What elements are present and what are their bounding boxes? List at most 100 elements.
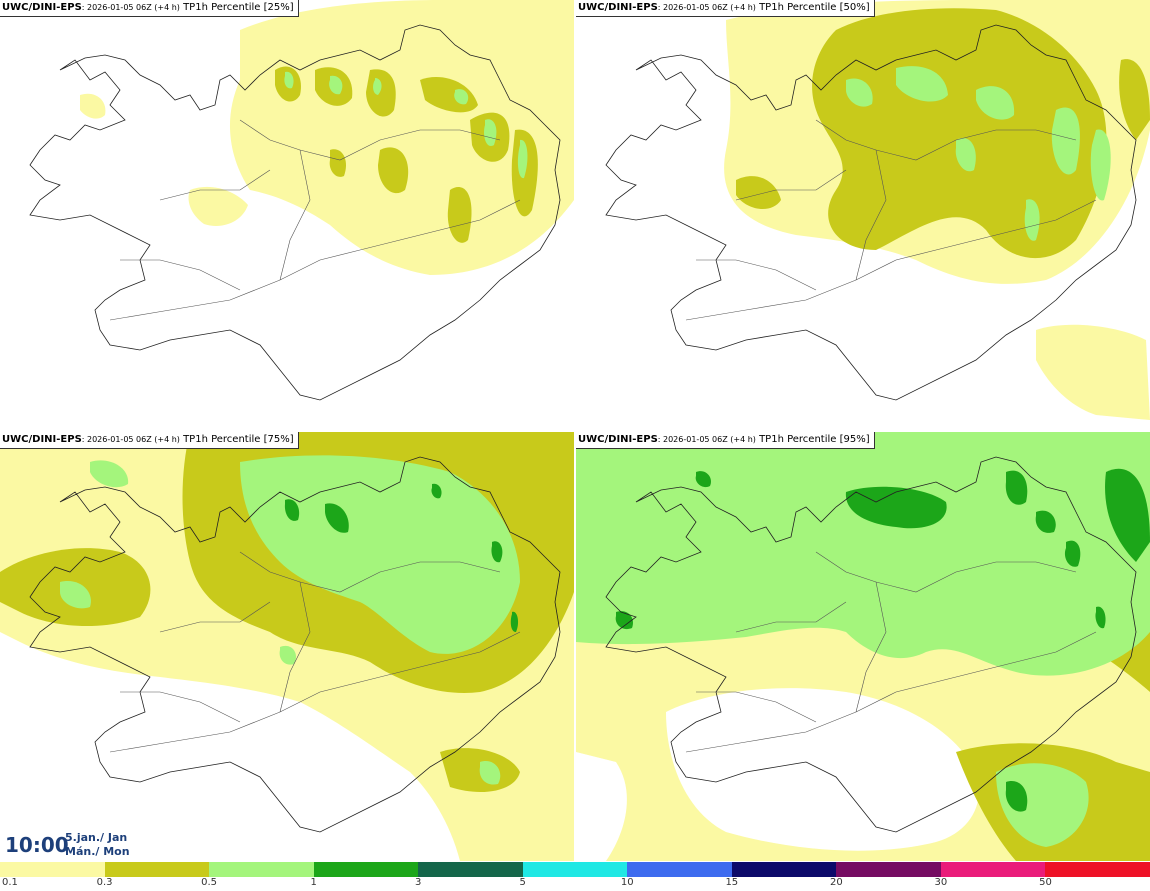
map-panel-p75: UWC/DINI-EPS: 2026-01-05 06Z (+4 h) TP1h… <box>0 432 574 861</box>
road-network <box>685 551 1097 753</box>
colorbar-tick-label: 0.5 <box>201 877 218 888</box>
precip-area-moderate <box>1119 59 1150 140</box>
colorbar-tick-label: 1 <box>310 877 317 888</box>
run-info: : 2026-01-05 06Z (+4 h) <box>81 435 180 444</box>
road-network <box>109 119 521 321</box>
precip-area-light <box>1036 324 1150 420</box>
colorbar-tick-label: 15 <box>725 877 739 888</box>
iceland-coastline <box>605 24 1137 401</box>
precip-area-moderate <box>378 147 409 194</box>
iceland-coastline <box>29 24 561 401</box>
precip-area-intense <box>695 471 712 488</box>
colorbar-segment <box>731 862 837 877</box>
precip-map-p95 <box>576 432 1150 861</box>
precip-area-heavy <box>484 119 497 146</box>
precip-area-none <box>666 688 980 851</box>
model-name: UWC/DINI-EPS <box>2 434 82 445</box>
model-name: UWC/DINI-EPS <box>578 2 658 13</box>
precip-map-p25 <box>29 0 574 401</box>
precip-area-intense <box>491 541 503 563</box>
colorbar-segment <box>1045 862 1150 877</box>
precip-area-moderate <box>329 149 347 177</box>
precip-area-heavy <box>284 71 294 89</box>
colorbar-segment <box>940 862 1046 877</box>
field-name: TP1h Percentile [75%] <box>179 434 294 445</box>
precip-shading <box>724 0 1150 420</box>
colorbar-segment <box>104 862 210 877</box>
panel-divider-horizontal <box>0 429 1150 432</box>
precip-area-intense <box>431 483 442 499</box>
field-name: TP1h Percentile [95%] <box>755 434 870 445</box>
road-network <box>685 119 1097 321</box>
precip-area-light <box>188 186 248 226</box>
colorbar-segment <box>313 862 419 877</box>
panel-header: UWC/DINI-EPS: 2026-01-05 06Z (+4 h) TP1h… <box>0 0 299 17</box>
precip-shading <box>0 432 574 861</box>
precip-area-heavy <box>1024 199 1040 241</box>
valid-time-box: 10:00 5.jan./ Jan Mán./ Mon <box>0 826 130 862</box>
valid-date: 5.jan./ Jan <box>65 831 128 844</box>
model-name: UWC/DINI-EPS <box>578 434 658 445</box>
iceland-coastline <box>605 456 1137 833</box>
precip-area-intense <box>1105 468 1150 562</box>
precip-shading <box>80 0 574 275</box>
precip-area-intense <box>325 503 349 533</box>
run-info: : 2026-01-05 06Z (+4 h) <box>657 3 756 12</box>
precip-area-heavy <box>240 455 520 654</box>
coastline <box>605 456 1137 833</box>
colorbar-tick-label: 50 <box>1039 877 1052 888</box>
model-name: UWC/DINI-EPS <box>2 2 82 13</box>
panel-header: UWC/DINI-EPS: 2026-01-05 06Z (+4 h) TP1h… <box>576 432 875 449</box>
precip-area-moderate <box>366 69 396 117</box>
panel-header: UWC/DINI-EPS: 2026-01-05 06Z (+4 h) TP1h… <box>0 432 299 449</box>
precip-area-intense <box>1005 470 1028 505</box>
coastline <box>29 456 561 833</box>
precip-area-moderate <box>736 176 781 210</box>
colorbar-tick-label: 20 <box>829 877 843 888</box>
colorbar-segment <box>0 862 105 877</box>
precip-area-heavy <box>373 78 382 95</box>
colorbar-segment <box>627 862 732 877</box>
colorbar-tick-label: 10 <box>620 877 634 888</box>
precip-area-heavy <box>1051 107 1080 175</box>
panel-header: UWC/DINI-EPS: 2026-01-05 06Z (+4 h) TP1h… <box>576 0 875 17</box>
precip-area-moderate <box>447 187 472 243</box>
precip-area-none <box>576 752 627 861</box>
valid-time-clock: 10:00 <box>5 833 69 857</box>
precip-area-moderate <box>812 8 1107 259</box>
precip-area-intense <box>615 611 634 630</box>
coastline <box>605 24 1137 401</box>
precip-colorbar <box>0 862 1150 877</box>
precip-area-intense <box>1064 540 1081 567</box>
precip-area-heavy <box>90 460 129 488</box>
precip-area-intense <box>845 486 947 529</box>
precip-area-heavy <box>279 645 297 665</box>
precip-area-light <box>80 93 106 119</box>
precip-area-intense <box>1005 781 1028 812</box>
colorbar-tick-label: 0.1 <box>2 877 18 888</box>
colorbar-tick-label: 30 <box>934 877 948 888</box>
colorbar-labels: 0.1 0.3 0.5 1 3 5 10 15 20 30 50 <box>0 877 1150 891</box>
precip-area-light <box>400 718 433 755</box>
valid-weekday: Mán./ Mon <box>65 845 130 858</box>
precip-area-heavy <box>517 139 528 179</box>
colorbar-segment <box>418 862 523 877</box>
map-panel-p95: UWC/DINI-EPS: 2026-01-05 06Z (+4 h) TP1h… <box>576 432 1150 861</box>
map-panel-p25: UWC/DINI-EPS: 2026-01-05 06Z (+4 h) TP1h… <box>0 0 574 429</box>
precip-area-heavy <box>454 89 469 105</box>
field-name: TP1h Percentile [50%] <box>755 2 870 13</box>
precip-area-heavy <box>1090 129 1111 201</box>
road-network <box>109 551 521 753</box>
colorbar-tick-label: 0.3 <box>96 877 113 888</box>
run-info: : 2026-01-05 06Z (+4 h) <box>657 435 756 444</box>
run-info: : 2026-01-05 06Z (+4 h) <box>81 3 180 12</box>
precip-area-intense <box>284 499 300 521</box>
precip-shading <box>576 432 1150 861</box>
precip-map-p75 <box>0 432 574 861</box>
precip-area-heavy <box>976 86 1015 120</box>
field-name: TP1h Percentile [25%] <box>179 2 294 13</box>
precip-area-heavy <box>896 66 948 102</box>
iceland-coastline <box>29 456 561 833</box>
colorbar-tick-label: 5 <box>519 877 526 888</box>
precip-area-heavy <box>955 138 976 172</box>
